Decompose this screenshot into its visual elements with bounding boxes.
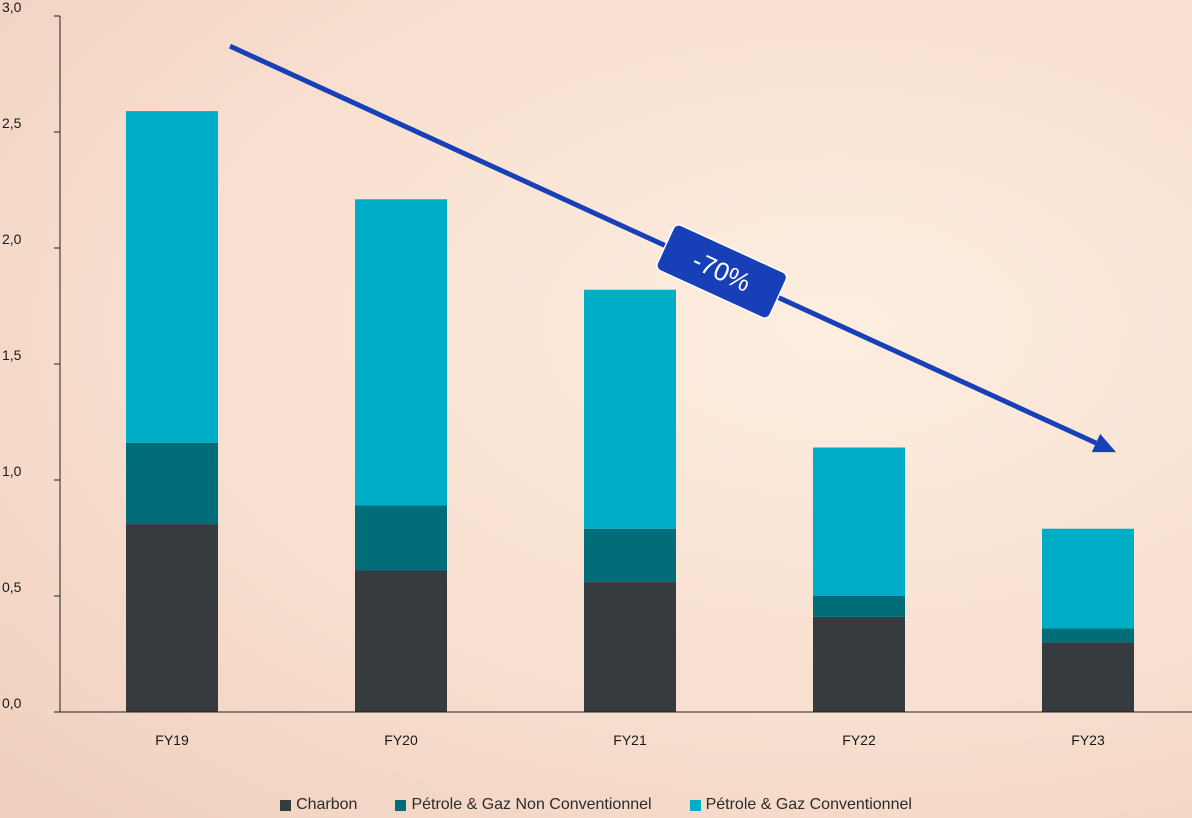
bar-segment-fy21-s0 (584, 582, 676, 712)
bar-segment-fy20-s2 (355, 199, 447, 506)
bar-segment-fy21-s2 (584, 289, 676, 529)
legend-label-charbon: Charbon (296, 796, 358, 813)
bar-segment-fy19-s0 (126, 524, 218, 712)
legend: Charbon Pétrole & Gaz Non Conventionnel … (0, 796, 1192, 814)
bar-segment-fy22-s0 (813, 616, 905, 712)
x-tick-label-fy19: FY19 (155, 732, 189, 748)
bar-segment-fy23-s0 (1042, 642, 1134, 712)
x-tick-label-fy23: FY23 (1071, 732, 1105, 748)
y-tick-label: 1,0 (2, 463, 22, 479)
legend-swatch-charbon (280, 799, 292, 811)
bar-segment-fy19-s2 (126, 111, 218, 443)
y-tick-label: 0,5 (2, 579, 22, 595)
bars-layer (126, 111, 1134, 712)
legend-label-conventionnel: Pétrole & Gaz Conventionnel (705, 796, 912, 813)
bar-segment-fy21-s1 (584, 528, 676, 583)
bar-segment-fy20-s1 (355, 505, 447, 571)
legend-swatch-non-conventionnel (395, 799, 407, 811)
trend-annotation: -70% (228, 43, 1116, 453)
trend-arrow-line (228, 43, 1098, 446)
y-ticks: 0,0 0,5 1,0 1,5 2,0 2,5 3,0 (2, 0, 60, 713)
legend-item-conventionnel: Pétrole & Gaz Conventionnel (689, 796, 912, 814)
trend-arrow-head (1091, 433, 1116, 453)
x-tick-label-fy22: FY22 (842, 732, 876, 748)
y-tick-label: 3,0 (2, 0, 22, 15)
trend-label: -70% (656, 224, 788, 319)
legend-item-non-conventionnel: Pétrole & Gaz Non Conventionnel (395, 796, 652, 814)
x-tick-labels: FY19 FY20 FY21 FY22 FY23 (155, 732, 1105, 748)
y-tick-label: 2,5 (2, 115, 22, 131)
x-tick-label-fy21: FY21 (613, 732, 647, 748)
y-tick-label: 1,5 (2, 347, 22, 363)
bar-segment-fy20-s0 (355, 570, 447, 712)
legend-label-non-conventionnel: Pétrole & Gaz Non Conventionnel (411, 796, 652, 813)
y-tick-label: 2,0 (2, 231, 22, 247)
legend-item-charbon: Charbon (280, 796, 357, 814)
x-tick-label-fy20: FY20 (384, 732, 418, 748)
bar-segment-fy19-s1 (126, 442, 218, 525)
bar-segment-fy22-s2 (813, 447, 905, 596)
bar-segment-fy23-s2 (1042, 528, 1134, 629)
bar-segment-fy22-s1 (813, 596, 905, 617)
y-tick-label: 0,0 (2, 695, 22, 711)
trend-label-box (656, 224, 788, 319)
legend-swatch-conventionnel (689, 799, 701, 811)
bar-segment-fy23-s1 (1042, 628, 1134, 643)
